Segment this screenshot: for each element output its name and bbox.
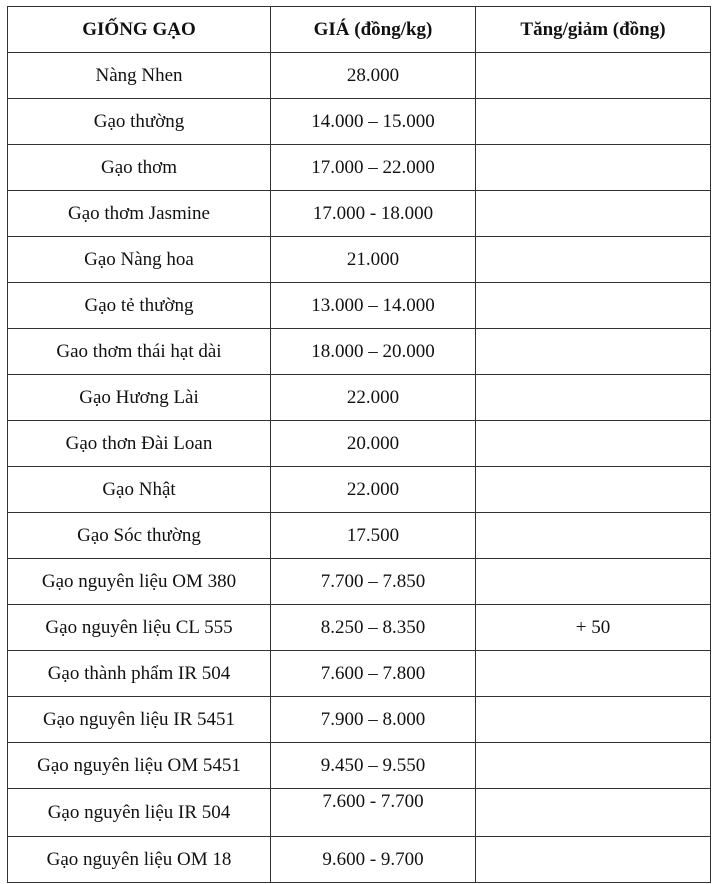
variety-cell: Gạo Nhật [7, 466, 271, 513]
change-cell [475, 512, 711, 559]
variety-cell: Gạo nguyên liệu OM 5451 [7, 742, 271, 789]
table-row: Gạo Hương Lài 22.000 [7, 374, 711, 421]
price-cell: 17.000 - 18.000 [270, 190, 476, 237]
price-cell: 18.000 – 20.000 [270, 328, 476, 375]
variety-cell: Gạo thơm Jasmine [7, 190, 271, 237]
price-cell: 21.000 [270, 236, 476, 283]
price-cell: 22.000 [270, 466, 476, 513]
table-row: Nàng Nhen 28.000 [7, 52, 711, 99]
change-cell [475, 558, 711, 605]
variety-cell: Gạo thành phẩm IR 504 [7, 650, 271, 697]
price-cell: 13.000 – 14.000 [270, 282, 476, 329]
variety-cell: Gạo nguyên liệu OM 18 [7, 836, 271, 883]
table-row: Gạo thường 14.000 – 15.000 [7, 98, 711, 145]
price-cell: 17.500 [270, 512, 476, 559]
table-row: Gạo nguyên liệu IR 504 7.600 - 7.700 [7, 788, 711, 837]
table-row: Gạo nguyên liệu IR 5451 7.900 – 8.000 [7, 696, 711, 743]
table-row: Gạo nguyên liệu OM 380 7.700 – 7.850 [7, 558, 711, 605]
variety-cell: Gạo Nàng hoa [7, 236, 271, 283]
price-cell: 28.000 [270, 52, 476, 99]
table-row: Gạo Sóc thường 17.500 [7, 512, 711, 559]
variety-cell: Gạo thường [7, 98, 271, 145]
price-cell: 9.600 - 9.700 [270, 836, 476, 883]
header-variety: GIỐNG GẠO [7, 6, 271, 53]
price-cell: 14.000 – 15.000 [270, 98, 476, 145]
table-row: Gao thơm thái hạt dài 18.000 – 20.000 [7, 328, 711, 375]
header-price: GIÁ (đồng/kg) [270, 6, 476, 53]
change-cell [475, 98, 711, 145]
change-cell [475, 282, 711, 329]
header-row: GIỐNG GẠO GIÁ (đồng/kg) Tăng/giảm (đồng) [7, 6, 711, 53]
price-cell: 22.000 [270, 374, 476, 421]
change-cell [475, 788, 711, 837]
table-row: Gạo thơm 17.000 – 22.000 [7, 144, 711, 191]
variety-cell: Gạo nguyên liệu IR 504 [7, 788, 271, 837]
price-cell: 20.000 [270, 420, 476, 467]
variety-cell: Gao thơm thái hạt dài [7, 328, 271, 375]
price-cell: 7.700 – 7.850 [270, 558, 476, 605]
variety-cell: Gạo nguyên liệu OM 380 [7, 558, 271, 605]
header-change: Tăng/giảm (đồng) [475, 6, 711, 53]
price-cell: 7.600 - 7.700 [270, 788, 476, 837]
variety-cell: Gạo Hương Lài [7, 374, 271, 421]
change-cell [475, 190, 711, 237]
change-cell [475, 836, 711, 883]
table-row: Gạo Nhật 22.000 [7, 466, 711, 513]
price-cell: 7.900 – 8.000 [270, 696, 476, 743]
change-cell [475, 420, 711, 467]
table-row: Gạo nguyên liệu CL 555 8.250 – 8.350 + 50 [7, 604, 711, 651]
change-cell [475, 696, 711, 743]
change-cell [475, 144, 711, 191]
change-cell [475, 52, 711, 99]
table-row: Gạo tẻ thường 13.000 – 14.000 [7, 282, 711, 329]
variety-cell: Gạo thơn Đài Loan [7, 420, 271, 467]
price-cell: 8.250 – 8.350 [270, 604, 476, 651]
rice-price-table: GIỐNG GẠO GIÁ (đồng/kg) Tăng/giảm (đồng)… [7, 6, 711, 883]
table-row: Gạo Nàng hoa 21.000 [7, 236, 711, 283]
variety-cell: Gạo nguyên liệu IR 5451 [7, 696, 271, 743]
change-cell [475, 236, 711, 283]
price-cell: 17.000 – 22.000 [270, 144, 476, 191]
table-row: Gạo nguyên liệu OM 18 9.600 - 9.700 [7, 836, 711, 883]
variety-cell: Gạo nguyên liệu CL 555 [7, 604, 271, 651]
table-row: Gạo nguyên liệu OM 5451 9.450 – 9.550 [7, 742, 711, 789]
table-row: Gạo thơn Đài Loan 20.000 [7, 420, 711, 467]
price-cell: 7.600 – 7.800 [270, 650, 476, 697]
table-row: Gạo thành phẩm IR 504 7.600 – 7.800 [7, 650, 711, 697]
variety-cell: Gạo thơm [7, 144, 271, 191]
table-body: Nàng Nhen 28.000 Gạo thường 14.000 – 15.000… [7, 52, 711, 883]
change-cell [475, 466, 711, 513]
change-cell [475, 374, 711, 421]
change-cell [475, 650, 711, 697]
variety-cell: Gạo tẻ thường [7, 282, 271, 329]
variety-cell: Nàng Nhen [7, 52, 271, 99]
variety-cell: Gạo Sóc thường [7, 512, 271, 559]
table-row: Gạo thơm Jasmine 17.000 - 18.000 [7, 190, 711, 237]
change-cell: + 50 [475, 604, 711, 651]
price-cell: 9.450 – 9.550 [270, 742, 476, 789]
change-cell [475, 742, 711, 789]
change-cell [475, 328, 711, 375]
